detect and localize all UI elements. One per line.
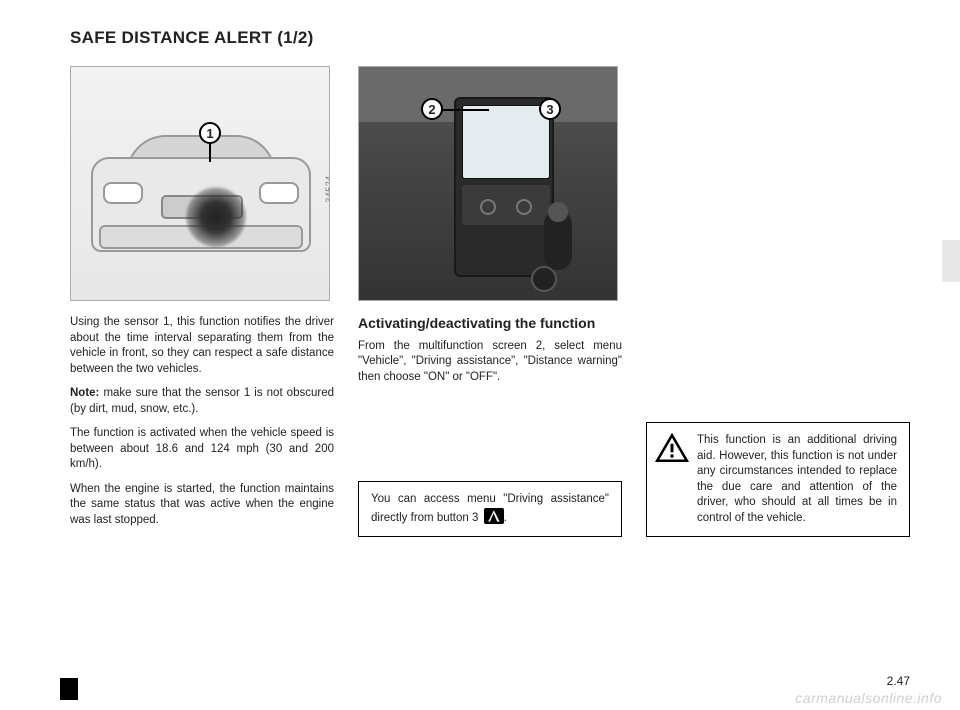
col2-p1: From the multifunction screen 2, select … [358,339,622,386]
tip-text-b: . [504,512,507,524]
multifunction-screen-icon [462,105,550,179]
figure-car-front: 34524 1 [70,66,330,301]
column-1: 34524 1 Using the sensor 1, this functio… [70,66,334,537]
title-main: SAFE DISTANCE ALERT [70,28,272,47]
figure-id-left: 34524 [324,175,330,203]
manual-page: SAFE DISTANCE ALERT (1/2) 34524 1 [0,0,960,557]
callout-leader-2 [441,109,489,111]
column-3: This function is an additional driving a… [646,66,910,537]
page-title: SAFE DISTANCE ALERT (1/2) [70,28,910,48]
sensor-radar-icon [186,187,246,247]
warning-text: This function is an additional driving a… [697,434,897,524]
print-bleed-mark [60,678,78,700]
col1-p3: The function is activated when the vehic… [70,426,334,473]
callout-2: 2 [421,98,443,120]
column-2: 34503 2 3 [358,66,622,537]
col1-p1: Using the sensor 1, this function notifi… [70,315,334,377]
callout-1: 1 [199,122,221,144]
page-number: 2.47 [887,674,910,688]
section-tab [942,240,960,282]
callout-3: 3 [539,98,561,120]
driving-assistance-icon [484,508,504,524]
callout-leader-1 [209,142,211,162]
warning-triangle-icon [655,433,689,463]
tip-box: You can access menu "Driving assistance"… [358,481,622,537]
watermark: carmanualsonline.info [795,690,942,706]
col1-text: Using the sensor 1, this function notifi… [70,315,334,537]
col1-p2: Note: make sure that the sensor 1 is not… [70,386,334,417]
warning-box: This function is an additional driving a… [646,422,910,537]
col2-heading: Activating/deactivating the function [358,315,622,333]
content-columns: 34524 1 Using the sensor 1, this functio… [70,66,910,537]
col1-p4: When the engine is started, the function… [70,482,334,529]
tip-button-ref: 3 [472,512,478,524]
dashboard-illustration [359,67,617,300]
note-label: Note: [70,387,99,399]
col2-text: Activating/deactivating the function Fro… [358,315,622,394]
title-part: (1/2) [277,28,313,47]
figure-dashboard: 34503 2 3 [358,66,618,301]
car-front-illustration [91,127,311,257]
